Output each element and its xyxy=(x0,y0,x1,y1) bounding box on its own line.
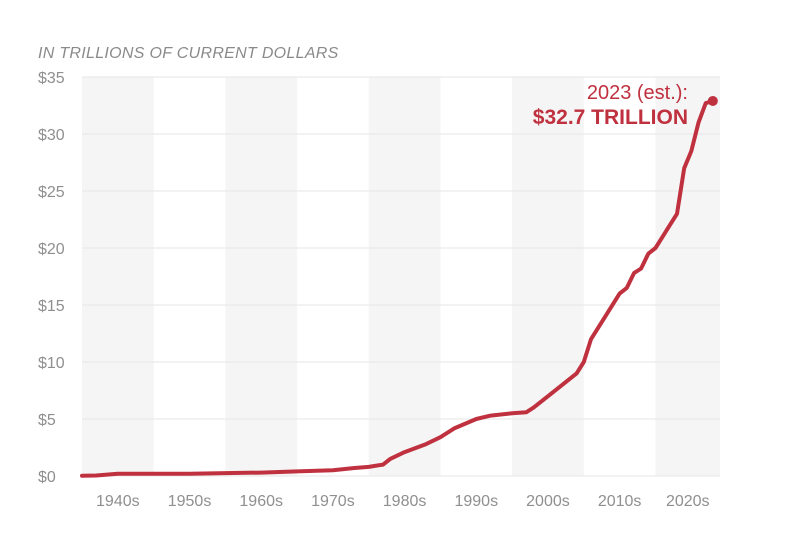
x-tick-label: 2010s xyxy=(598,493,642,510)
x-tick-label: 1990s xyxy=(454,493,498,510)
y-tick-label: $15 xyxy=(38,298,65,315)
x-tick-label: 2020s xyxy=(666,493,710,510)
decade-band-1960s xyxy=(225,77,298,476)
y-tick-label: $20 xyxy=(38,241,65,258)
y-tick-label: $0 xyxy=(38,469,56,486)
y-axis-ticks: $0 $5 $10 $15 $20 $25 $30 $35 xyxy=(38,70,65,486)
decade-bands xyxy=(82,77,720,476)
x-tick-label: 1960s xyxy=(239,493,283,510)
x-tick-label: 1940s xyxy=(96,493,140,510)
x-tick-label: 1950s xyxy=(168,493,212,510)
chart-subtitle: IN TRILLIONS OF CURRENT DOLLARS xyxy=(38,45,339,62)
y-tick-label: $25 xyxy=(38,184,65,201)
y-tick-label: $5 xyxy=(38,412,56,429)
annotation-value-label: $32.7 TRILLION xyxy=(533,106,688,129)
decade-band-1940s xyxy=(82,77,154,476)
endpoint-marker xyxy=(707,95,718,106)
x-tick-label: 2000s xyxy=(526,493,570,510)
x-tick-label: 1980s xyxy=(383,493,427,510)
x-tick-label: 1970s xyxy=(311,493,355,510)
y-tick-label: $10 xyxy=(38,355,65,372)
debt-series-line xyxy=(80,98,715,478)
y-tick-label: $30 xyxy=(38,127,65,144)
gridlines xyxy=(82,76,720,477)
decade-band-2000s xyxy=(512,77,584,476)
y-tick-label: $35 xyxy=(38,70,65,87)
decade-band-2020s xyxy=(655,77,720,476)
x-axis-ticks: 1940s 1950s 1960s 1970s 1980s 1990s 2000s 2010s… xyxy=(96,493,709,510)
annotation-year-label: 2023 (est.): xyxy=(587,82,688,104)
decade-band-1980s xyxy=(368,77,441,476)
